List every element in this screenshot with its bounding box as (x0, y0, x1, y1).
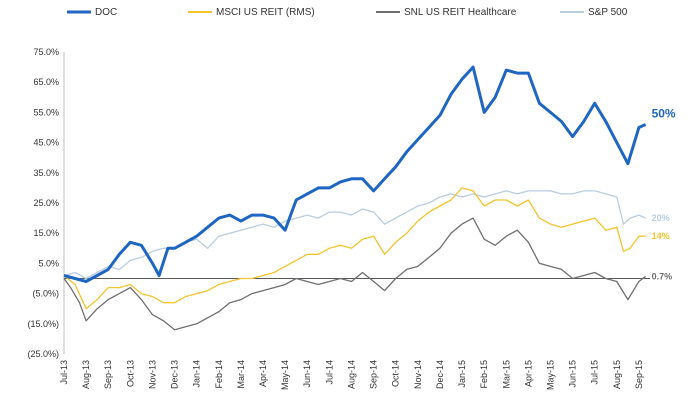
y-tick-label: (25.0%) (27, 349, 59, 359)
x-tick-label: Sep-13 (103, 360, 113, 389)
legend: DOC MSCI US REIT (RMS) SNL US REIT Healthc… (67, 7, 628, 18)
legend-item-msci-us-reit-rms: MSCI US REIT (RMS) (188, 7, 315, 18)
x-tick-label: Jul-13 (59, 360, 69, 385)
x-tick-label: Oct-13 (125, 360, 135, 387)
x-tick-label: Aug-13 (81, 360, 91, 389)
end-label-snl-us-reit-healthcare: 0.7% (652, 271, 673, 281)
x-tick-label: Sep-14 (369, 360, 379, 389)
x-tick-label: Mar-15 (501, 360, 511, 389)
end-label-msci-us-reit-rms: 14% (652, 231, 670, 241)
x-tick-label: Jul-15 (590, 360, 600, 385)
x-tick-label: Jan-14 (192, 360, 202, 388)
legend-label: SNL US REIT Healthcare (404, 7, 517, 18)
series-line-snl-us-reit-healthcare (63, 217, 646, 331)
x-tick-label: Jun-14 (302, 360, 312, 388)
x-tick-label: May-14 (280, 360, 290, 390)
legend-label: S&P 500 (588, 7, 628, 18)
y-tick-label: 65.0% (33, 77, 59, 87)
legend-item-doc: DOC (67, 7, 117, 18)
y-axis: 75.0% 65.0% 55.0% 45.0% 35.0% 25.0% 15.0% 5.0% (… (27, 47, 65, 359)
y-tick-label: 5.0% (38, 258, 59, 268)
legend-label: DOC (95, 7, 117, 18)
x-tick-label: Apr-15 (523, 360, 533, 387)
x-tick-label: Jan-15 (457, 360, 467, 388)
end-label-doc: 50% (652, 106, 676, 120)
y-tick-label: 75.0% (33, 47, 59, 57)
y-tick-label: (15.0%) (27, 319, 59, 329)
x-tick-label: Feb-14 (214, 360, 224, 389)
y-tick-label: 55.0% (33, 107, 59, 117)
x-tick-label: May-15 (545, 360, 555, 390)
x-axis: Jul-13 Aug-13 Sep-13 Oct-13 Nov-13 Dec-13 Jan-… (59, 278, 650, 390)
x-tick-label: Dec-13 (170, 360, 180, 389)
legend-item-s-p-500: S&P 500 (560, 7, 628, 18)
x-tick-label: Mar-14 (236, 360, 246, 389)
x-tick-label: Jul-14 (324, 360, 334, 385)
y-tick-label: 15.0% (33, 228, 59, 238)
x-tick-label: Jun-15 (568, 360, 578, 388)
end-label-s-p-500: 20% (652, 213, 670, 223)
legend-label: MSCI US REIT (RMS) (216, 7, 315, 18)
y-tick-label: 45.0% (33, 138, 59, 148)
y-tick-label: 25.0% (33, 198, 59, 208)
series-line-doc (63, 65, 647, 283)
series-line-msci-us-reit-rms (63, 187, 646, 310)
y-tick-label: (5.0%) (32, 289, 59, 299)
x-tick-label: Aug-14 (346, 360, 356, 389)
end-labels: 50% 14% 0.7% 20% (652, 106, 676, 281)
x-tick-label: Oct-14 (391, 360, 401, 387)
y-tick-label: 35.0% (33, 168, 59, 178)
legend-item-snl-us-reit-healthcare: SNL US REIT Healthcare (376, 7, 517, 18)
series-layer (63, 65, 647, 331)
x-tick-label: Nov-13 (147, 360, 157, 389)
x-tick-label: Sep-15 (634, 360, 644, 389)
series-line-s-p-500 (63, 190, 646, 280)
x-tick-label: Nov-14 (413, 360, 423, 389)
x-tick-label: Aug-15 (612, 360, 622, 389)
x-tick-label: Dec-14 (435, 360, 445, 389)
x-tick-label: Apr-14 (258, 360, 268, 387)
x-tick-label: Feb-15 (479, 360, 489, 389)
